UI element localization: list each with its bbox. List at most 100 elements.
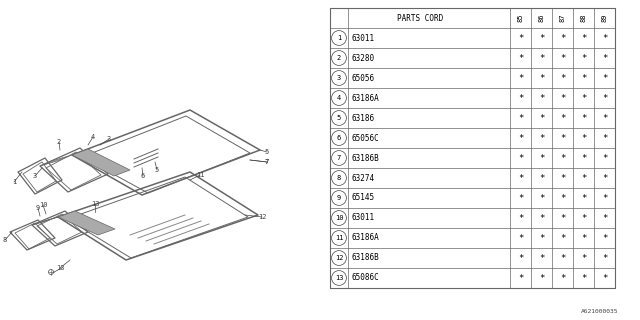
Text: *: * [518,234,523,243]
Text: 65056C: 65056C [351,133,379,142]
Text: *: * [581,194,586,203]
Text: *: * [539,213,544,222]
Text: *: * [602,133,607,142]
Text: *: * [518,173,523,182]
Text: 5: 5 [155,167,159,173]
Text: 63011: 63011 [351,34,374,43]
Text: *: * [539,93,544,102]
Text: *: * [581,253,586,262]
Text: 6: 6 [141,173,145,179]
Text: *: * [518,253,523,262]
Text: 2: 2 [57,139,61,145]
Text: 13: 13 [56,265,64,271]
Text: *: * [539,74,544,83]
Text: 63186A: 63186A [351,234,379,243]
Text: PARTS CORD: PARTS CORD [397,13,443,22]
Text: 3: 3 [337,75,341,81]
Text: *: * [518,93,523,102]
Text: 85: 85 [518,14,524,22]
Text: *: * [518,53,523,62]
Text: *: * [560,213,565,222]
Text: *: * [518,213,523,222]
Text: *: * [602,74,607,83]
Text: *: * [560,34,565,43]
Text: *: * [539,274,544,283]
Text: 65086C: 65086C [351,274,379,283]
Text: *: * [560,93,565,102]
Text: *: * [602,274,607,283]
Text: *: * [581,234,586,243]
Text: 13: 13 [335,275,343,281]
Text: *: * [581,74,586,83]
Text: *: * [560,253,565,262]
Text: 63186B: 63186B [351,154,379,163]
Polygon shape [58,211,115,235]
Text: *: * [602,53,607,62]
Text: *: * [518,114,523,123]
Text: 65145: 65145 [351,194,374,203]
Text: *: * [560,74,565,83]
Text: 11: 11 [335,235,343,241]
Polygon shape [72,149,130,176]
Text: 63186A: 63186A [351,93,379,102]
Text: *: * [581,173,586,182]
Text: 63011: 63011 [351,213,374,222]
Text: 13: 13 [91,201,99,207]
Text: 1: 1 [337,35,341,41]
Text: *: * [518,154,523,163]
Text: 1: 1 [12,179,16,185]
Text: *: * [539,173,544,182]
Text: *: * [602,234,607,243]
Text: *: * [560,53,565,62]
Text: *: * [581,133,586,142]
Text: *: * [518,34,523,43]
Text: *: * [602,93,607,102]
Text: 12: 12 [258,214,266,220]
Text: 9: 9 [36,205,40,211]
Bar [330,8,615,288]
Text: 10: 10 [39,202,47,208]
Text: 63186B: 63186B [351,253,379,262]
Text: *: * [581,274,586,283]
Text: *: * [539,194,544,203]
Text: *: * [581,53,586,62]
Text: 3: 3 [33,173,37,179]
Text: *: * [560,114,565,123]
Text: *: * [539,253,544,262]
Text: *: * [539,53,544,62]
Text: *: * [560,154,565,163]
Text: 7: 7 [265,159,269,165]
Text: 5: 5 [337,115,341,121]
Text: 63274: 63274 [351,173,374,182]
Text: 88: 88 [580,14,586,22]
Polygon shape [32,217,58,225]
Text: 5: 5 [265,149,269,155]
Text: 3: 3 [107,136,111,142]
Text: *: * [539,114,544,123]
Text: *: * [602,173,607,182]
Text: 63186: 63186 [351,114,374,123]
Text: *: * [602,114,607,123]
Text: *: * [518,194,523,203]
Text: *: * [518,133,523,142]
Text: 86: 86 [538,14,545,22]
Text: *: * [539,133,544,142]
Text: *: * [560,133,565,142]
Text: *: * [581,213,586,222]
Text: *: * [602,194,607,203]
Text: 11: 11 [196,172,204,178]
Text: 4: 4 [91,134,95,140]
Text: *: * [581,93,586,102]
Text: *: * [581,114,586,123]
Text: 7: 7 [337,155,341,161]
Text: *: * [539,154,544,163]
Text: *: * [560,274,565,283]
Text: 6: 6 [337,135,341,141]
Text: *: * [581,154,586,163]
Text: *: * [602,213,607,222]
Text: 4: 4 [337,95,341,101]
Text: *: * [539,34,544,43]
Text: *: * [581,34,586,43]
Text: 65056: 65056 [351,74,374,83]
Text: 63280: 63280 [351,53,374,62]
